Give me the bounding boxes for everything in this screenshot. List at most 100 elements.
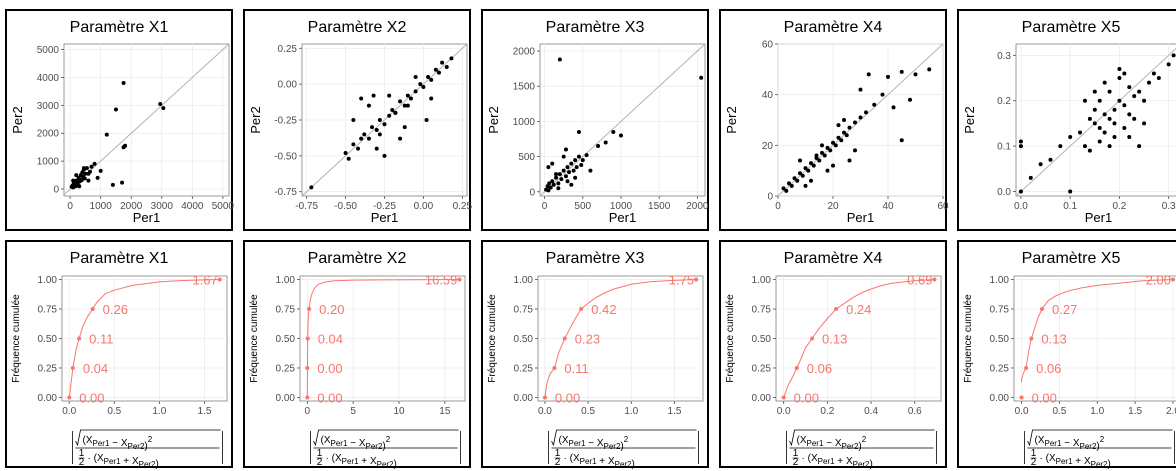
data-point [429,77,434,82]
data-point [371,93,376,98]
data-point [1127,135,1132,140]
ecdf-line [68,279,220,398]
tick-label-x: 0.5 [581,406,595,417]
data-point [839,138,844,143]
panel-ecdf-5: Paramètre X5 0.0 0.5 1.0 1.5 2.0 0.00 0.25 0.50 0… [957,240,1176,470]
panel-ecdf-3: Paramètre X3 0.0 0.5 1.0 1.5 0.00 0.25 0.50 0.75… [481,240,709,470]
data-point [858,115,863,120]
data-point [426,74,431,79]
formula-part: Per1 [93,439,110,448]
y-axis-label: Fréquence cumulée [249,294,260,383]
tick-label-y: 0.75 [752,305,772,316]
data-point [588,168,593,173]
data-point [913,72,918,77]
tick-label-x: 0.2 [1112,201,1126,212]
data-point [1068,189,1073,194]
data-point [98,168,103,173]
data-point [449,56,454,61]
formula-part: ) [156,459,159,470]
data-point [880,92,885,97]
tick-label-y: 0.50 [752,334,772,345]
data-point [74,173,79,178]
data-point [387,93,392,98]
data-point [1082,144,1087,149]
tick-label-x: 1.5 [1128,406,1142,417]
formula-denominator: · (XPer1 + XPer2) [326,453,397,470]
formula-numerator: (XPer1 − XPer2)2 [83,435,153,452]
data-point [158,101,163,106]
y-axis-label: Per2 [724,106,739,133]
data-point [1171,53,1176,58]
data-point [1092,121,1097,126]
data-point [95,175,100,180]
quantile-point [1019,395,1024,400]
data-point [343,150,348,155]
formula-half-den: 2 [79,457,85,468]
data-point [92,161,97,166]
data-point [1028,175,1033,180]
formula-part: Per1 [104,457,121,466]
tick-label-y: 0.50 [990,334,1010,345]
data-point [579,163,584,168]
formula-part: 2 [862,435,867,444]
panel-scatter-5: Paramètre X5 0.0 0.1 0.2 0.3 0.0 0.1 0.2 0.3 Per1… [957,9,1176,231]
data-point [563,147,568,152]
quantile-point [834,307,839,312]
quantile-label: 0.13 [1041,332,1066,347]
data-point [359,96,364,101]
data-point [1097,139,1102,144]
y-axis-label: Fréquence cumulée [487,294,498,383]
tick-label-x: 0.0 [538,406,552,417]
x-axis-formula: (XPer1 − XPer2)212 · (XPer1 + XPer2) [72,429,223,470]
formula-part: ) [870,459,873,470]
formula-part: + [597,456,608,467]
data-point [1102,112,1107,117]
tick-label-y: 0.50 [38,334,58,345]
tick-label-x: 40 [882,201,894,212]
data-point [1102,80,1107,85]
data-point [351,118,356,122]
quantile-point [307,307,312,312]
formula-numerator: (XPer1 − XPer2)2 [797,435,867,452]
data-point [351,142,356,147]
data-point [1127,85,1132,90]
formula-numerator: (XPer1 − XPer2)2 [559,435,629,452]
data-point [123,143,128,148]
data-point [405,93,410,98]
tick-label-y: 1.00 [752,275,772,286]
data-point [817,158,822,163]
tick-label-y: 1.00 [38,275,58,286]
data-point [803,183,808,188]
data-point [580,158,585,163]
formula-radical [313,429,459,447]
formula-part: ) [144,441,147,452]
data-point [858,87,863,92]
formula-part: X [1049,453,1056,464]
formula-numerator: (XPer1 − XPer2)2 [1035,435,1105,452]
quantile-point [562,336,567,341]
formula-part: 2 [386,435,391,444]
tick-label-y: 0.75 [514,305,534,316]
formula-part: Per1 [331,439,348,448]
formula-part: · ( [1040,453,1050,464]
formula-part: · ( [88,453,98,464]
data-point [1092,107,1097,112]
ecdf-line [306,279,460,398]
x-axis-formula: (XPer1 − XPer2)212 · (XPer1 + XPer2) [786,429,937,470]
quantile-label: 2.00 [1146,273,1171,288]
formula-part: ( [559,435,563,446]
formula-denominator: · (XPer1 + XPer2) [88,453,159,470]
data-point [603,140,608,145]
formula-part: ) [394,459,397,470]
formula-half-num: 1 [555,448,561,459]
quantile-point [932,277,937,282]
tick-label-x: 1.0 [152,406,166,417]
y-axis-label: Per2 [962,106,977,133]
data-point [550,161,555,166]
data-point [899,69,904,74]
data-point [1117,98,1122,103]
data-point [872,102,877,107]
data-point [71,178,76,183]
tick-label-x: -0.25 [373,201,396,212]
quantile-label: 1.75 [669,273,694,288]
